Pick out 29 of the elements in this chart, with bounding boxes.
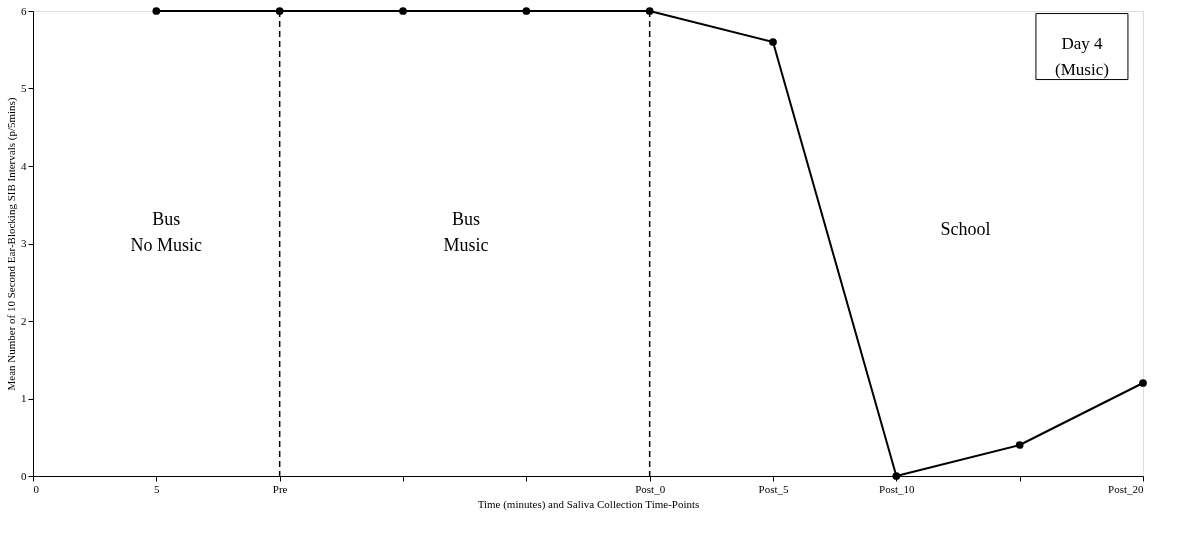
x-tick-label: Post_5 (758, 482, 789, 495)
annotation: School (940, 218, 991, 239)
y-tick-label: 0 (21, 469, 27, 482)
x-tick-label: Post_0 (635, 482, 666, 495)
x-tick-label: Post_10 (879, 482, 916, 495)
x-tick-label: 5 (154, 482, 161, 495)
y-tick-label: 1 (21, 392, 27, 404)
x-tick-label: Pre (272, 482, 288, 495)
x-axis-title: Time (minutes) and Saliva Collection Time-Points (477, 497, 700, 511)
x-tick-label: Post_20 (1108, 482, 1144, 495)
annotation: Day 4 (Music) (1055, 33, 1109, 79)
y-tick-label: 6 (21, 4, 27, 17)
y-tick-label: 5 (21, 82, 27, 94)
point (1139, 379, 1147, 387)
point (769, 38, 777, 46)
y-axis-title: Mean Number of 10 Second Ear-Blocking SIB Intervals (p/5mins) (5, 97, 18, 391)
point (275, 7, 284, 15)
point (892, 472, 901, 480)
y-tick-label: 4 (21, 159, 27, 172)
point (399, 7, 407, 15)
point (1015, 441, 1024, 449)
annotation: Bus No Music (130, 209, 202, 256)
x-tick-label: 0 (33, 482, 40, 495)
y-tick-label: 2 (21, 314, 27, 327)
point (645, 7, 654, 15)
annotation: Bus Music (443, 209, 489, 256)
point (152, 7, 161, 15)
point (522, 7, 531, 15)
y-tick-label: 3 (21, 237, 27, 249)
